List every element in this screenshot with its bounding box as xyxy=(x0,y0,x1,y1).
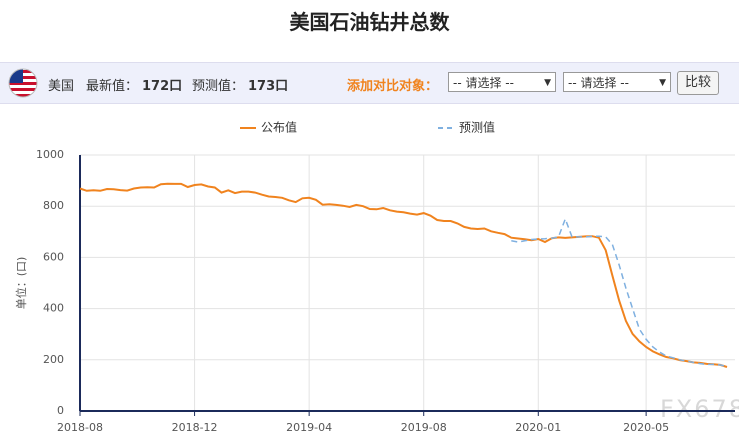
forecast-value: 173口 xyxy=(248,79,289,94)
x-tick-label: 2019-08 xyxy=(401,421,447,434)
series-line xyxy=(79,182,728,368)
y-axis-label: 单位：(口) xyxy=(14,257,28,310)
x-tick-label: 2019-04 xyxy=(286,421,332,434)
page-title: 美国石油钻井总数 xyxy=(289,10,450,34)
latest-value: 172口 xyxy=(142,79,183,94)
compare-button[interactable]: 比较 xyxy=(677,71,719,95)
x-tick-label: 2020-05 xyxy=(623,421,669,434)
y-tick-label: 600 xyxy=(43,250,64,263)
latest-label: 最新值： xyxy=(86,79,139,94)
legend-label: 公布值 xyxy=(261,120,297,135)
legend-label: 预测值 xyxy=(459,120,495,135)
y-tick-label: 800 xyxy=(43,199,64,212)
x-tick-label: 2018-08 xyxy=(57,421,103,434)
y-tick-label: 1000 xyxy=(36,148,64,161)
select[interactable]: -- 请选择 -- xyxy=(563,72,671,93)
select[interactable]: -- 请选择 -- xyxy=(448,72,556,93)
info-bar: 美国 最新值： 172口 预测值： 173口 添加对比对象： -- 请选择 --… xyxy=(0,62,739,104)
watermark: FX678 xyxy=(660,395,739,423)
country: 美国 xyxy=(48,79,75,94)
y-tick-label: 400 xyxy=(43,302,64,315)
compare-label: 添加对比对象： xyxy=(347,79,439,94)
flag xyxy=(8,68,38,98)
series-line xyxy=(511,216,728,368)
forecast-label: 预测值： xyxy=(192,79,245,94)
y-tick-label: 0 xyxy=(57,404,64,417)
x-tick-label: 2018-12 xyxy=(172,421,218,434)
x-tick-label: 2020-01 xyxy=(515,421,561,434)
y-tick-label: 200 xyxy=(43,353,64,366)
